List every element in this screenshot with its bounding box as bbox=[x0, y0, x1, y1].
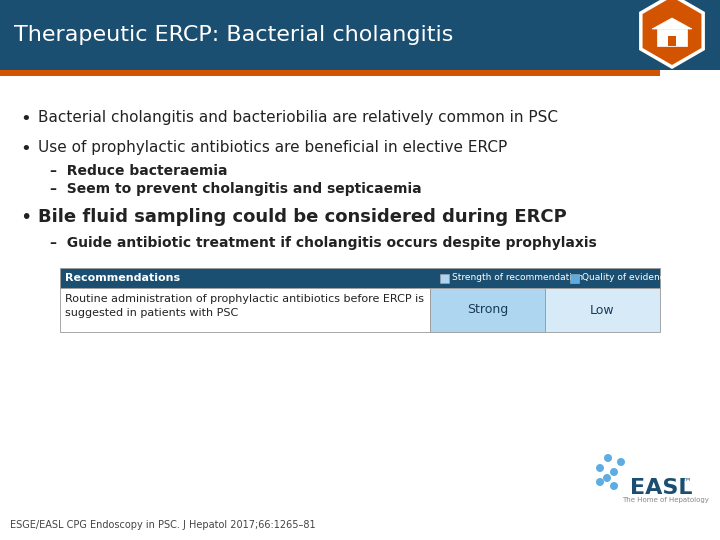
Text: The Home of Hepatology: The Home of Hepatology bbox=[622, 497, 709, 503]
Text: –  Reduce bacteraemia: – Reduce bacteraemia bbox=[50, 164, 228, 178]
Polygon shape bbox=[641, 0, 703, 67]
Text: –  Seem to prevent cholangitis and septicaemia: – Seem to prevent cholangitis and septic… bbox=[50, 182, 422, 196]
Circle shape bbox=[610, 482, 618, 490]
Bar bbox=[0, 70, 660, 76]
Text: Therapeutic ERCP: Bacterial cholangitis: Therapeutic ERCP: Bacterial cholangitis bbox=[14, 25, 454, 45]
Circle shape bbox=[596, 478, 604, 486]
Text: EASL: EASL bbox=[630, 478, 693, 498]
Bar bbox=[60, 268, 660, 288]
Bar bbox=[657, 29, 687, 46]
Text: Low: Low bbox=[590, 303, 615, 316]
Bar bbox=[668, 36, 676, 46]
Circle shape bbox=[617, 458, 625, 466]
Bar bbox=[570, 273, 579, 282]
Bar bbox=[545, 288, 660, 332]
Text: ESGE/EASL CPG Endoscopy in PSC. J Hepatol 2017;66:1265–81: ESGE/EASL CPG Endoscopy in PSC. J Hepato… bbox=[10, 520, 315, 530]
Bar bbox=[0, 0, 720, 70]
Text: Quality of evidence: Quality of evidence bbox=[582, 273, 670, 282]
Text: Recommendations: Recommendations bbox=[65, 273, 180, 283]
Text: Routine administration of prophylactic antibiotics before ERCP is: Routine administration of prophylactic a… bbox=[65, 294, 424, 304]
Bar bbox=[440, 273, 449, 282]
Text: Bacterial cholangitis and bacteriobilia are relatively common in PSC: Bacterial cholangitis and bacteriobilia … bbox=[38, 110, 558, 125]
Text: suggested in patients with PSC: suggested in patients with PSC bbox=[65, 308, 238, 318]
Circle shape bbox=[596, 464, 604, 472]
Text: ™: ™ bbox=[682, 476, 692, 486]
Text: •: • bbox=[20, 110, 31, 128]
Bar bbox=[60, 288, 430, 332]
Text: Strong: Strong bbox=[467, 303, 508, 316]
Text: •: • bbox=[20, 208, 32, 227]
Text: Strength of recommendation: Strength of recommendation bbox=[452, 273, 583, 282]
Text: Use of prophylactic antibiotics are beneficial in elective ERCP: Use of prophylactic antibiotics are bene… bbox=[38, 140, 508, 155]
Circle shape bbox=[604, 454, 612, 462]
Text: Bile fluid sampling could be considered during ERCP: Bile fluid sampling could be considered … bbox=[38, 208, 567, 226]
Text: –  Guide antibiotic treatment if cholangitis occurs despite prophylaxis: – Guide antibiotic treatment if cholangi… bbox=[50, 236, 597, 250]
Polygon shape bbox=[652, 18, 692, 29]
Bar bbox=[430, 288, 545, 332]
Circle shape bbox=[610, 468, 618, 476]
Circle shape bbox=[603, 474, 611, 482]
Text: •: • bbox=[20, 140, 31, 158]
